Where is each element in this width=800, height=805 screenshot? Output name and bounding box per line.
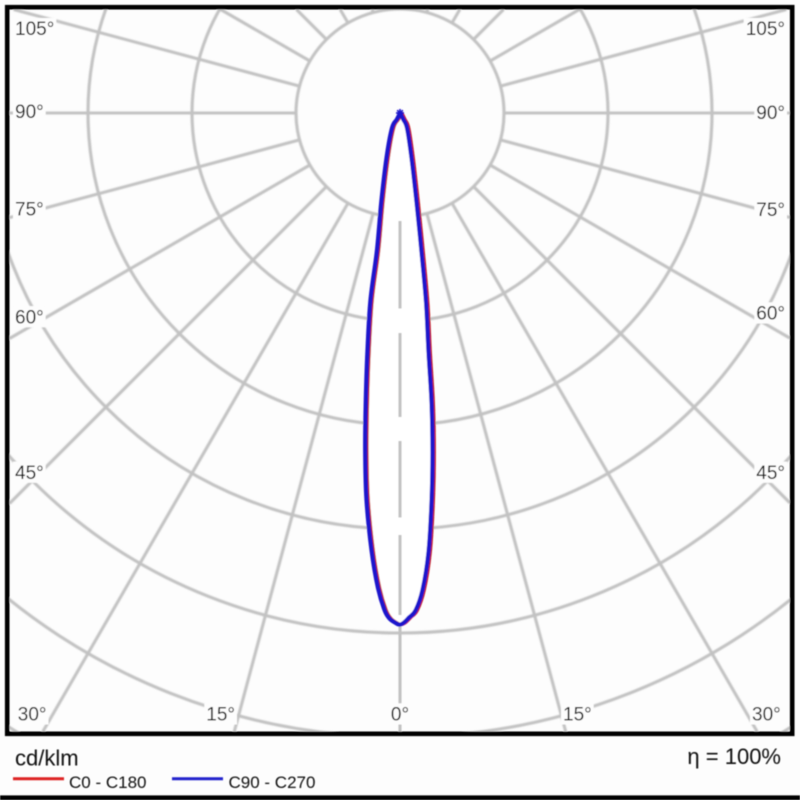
svg-text:30°: 30° bbox=[18, 705, 47, 726]
svg-text:C90 - C270: C90 - C270 bbox=[229, 773, 316, 792]
svg-text:90°: 90° bbox=[15, 102, 44, 123]
svg-text:105°: 105° bbox=[15, 19, 54, 40]
svg-text:45°: 45° bbox=[756, 463, 785, 484]
svg-text:15°: 15° bbox=[563, 705, 592, 726]
svg-text:η = 100%: η = 100% bbox=[687, 744, 781, 769]
svg-text:0°: 0° bbox=[391, 705, 409, 726]
svg-text:45°: 45° bbox=[15, 463, 44, 484]
svg-text:75°: 75° bbox=[15, 200, 44, 221]
svg-text:60°: 60° bbox=[756, 304, 785, 325]
svg-text:60°: 60° bbox=[15, 307, 44, 328]
svg-text:30°: 30° bbox=[752, 705, 781, 726]
svg-text:105°: 105° bbox=[746, 19, 785, 40]
svg-text:90°: 90° bbox=[756, 103, 785, 124]
svg-text:15°: 15° bbox=[206, 705, 235, 726]
svg-text:cd/klm: cd/klm bbox=[15, 746, 79, 771]
svg-text:C0 - C180: C0 - C180 bbox=[69, 773, 146, 792]
svg-text:75°: 75° bbox=[756, 200, 785, 221]
